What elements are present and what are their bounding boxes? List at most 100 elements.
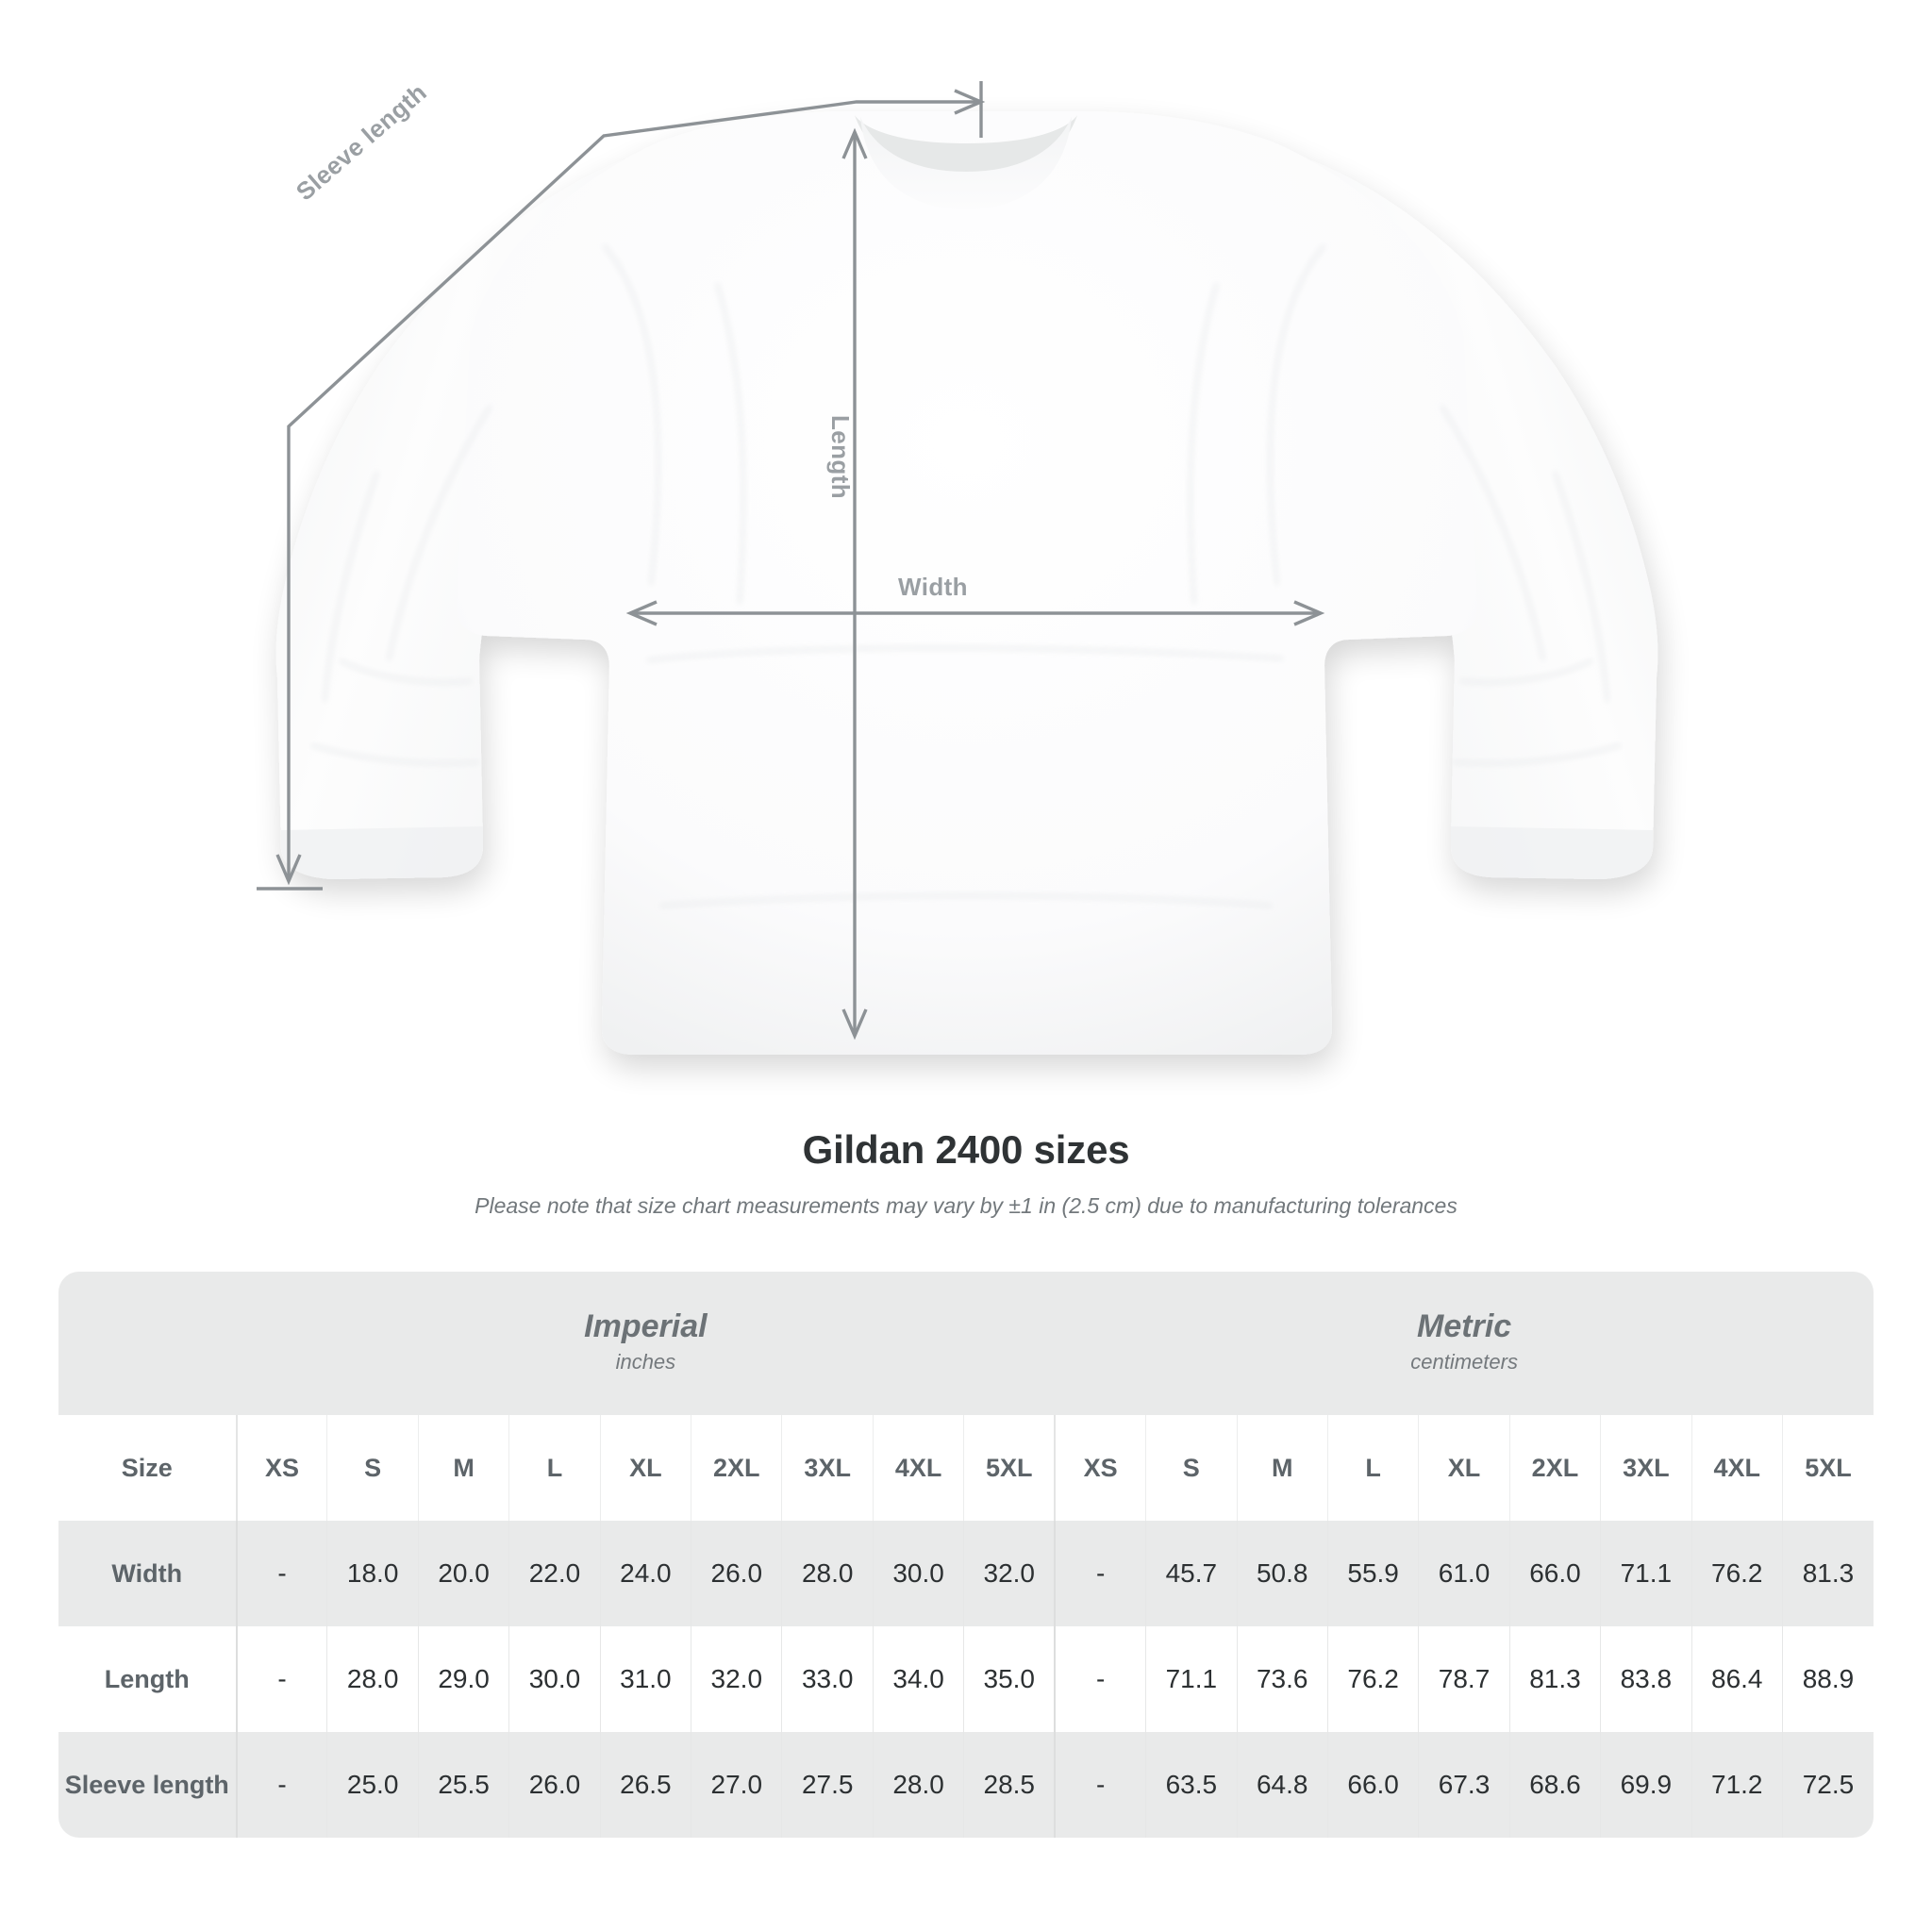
cell-imperial: 26.5 <box>599 1732 691 1838</box>
cell-imperial: 32.0 <box>691 1626 782 1732</box>
cell-metric: 69.9 <box>1600 1732 1692 1838</box>
cell-metric: 55.9 <box>1326 1521 1419 1626</box>
cell-imperial: 32.0 <box>963 1521 1056 1626</box>
shirt-silhouette <box>275 111 1658 1055</box>
size-header-metric-xl: XL <box>1418 1415 1510 1521</box>
unit-banner-spacer <box>58 1272 237 1415</box>
size-header-imperial-s: S <box>326 1415 419 1521</box>
cell-metric: 72.5 <box>1781 1732 1874 1838</box>
row-label-length: Length <box>58 1626 237 1732</box>
size-header-metric-xs: XS <box>1054 1415 1146 1521</box>
garment-illustration <box>257 81 1658 1055</box>
cell-metric: 50.8 <box>1236 1521 1328 1626</box>
cell-imperial: 28.0 <box>781 1521 874 1626</box>
size-header-metric-4xl: 4XL <box>1690 1415 1783 1521</box>
cell-imperial: 25.5 <box>417 1732 509 1838</box>
cell-metric: - <box>1054 1626 1146 1732</box>
cell-imperial: 33.0 <box>781 1626 874 1732</box>
measurement-lines <box>257 81 1325 1041</box>
unit-name: Imperial <box>584 1307 708 1344</box>
size-header-imperial-3xl: 3XL <box>781 1415 874 1521</box>
cell-metric: 76.2 <box>1690 1521 1783 1626</box>
cell-imperial: 34.0 <box>872 1626 964 1732</box>
size-header-imperial-2xl: 2XL <box>691 1415 782 1521</box>
unit-banner-row: Imperial inches Metric centimeters <box>58 1272 1874 1415</box>
cell-imperial: 27.0 <box>691 1732 782 1838</box>
table-row: Sleeve length -25.0 25.5 26.0 26.5 27.0 27.5 28… <box>58 1732 1874 1838</box>
cell-imperial: 29.0 <box>417 1626 509 1732</box>
cell-imperial: 26.0 <box>691 1521 782 1626</box>
row-label-width: Width <box>58 1521 237 1626</box>
cell-metric: 67.3 <box>1418 1732 1510 1838</box>
size-header-metric-2xl: 2XL <box>1508 1415 1601 1521</box>
cell-imperial: 30.0 <box>872 1521 964 1626</box>
cell-imperial: 30.0 <box>508 1626 601 1732</box>
cell-imperial: 31.0 <box>599 1626 691 1732</box>
cell-imperial: 22.0 <box>508 1521 601 1626</box>
unit-subtitle: inches <box>615 1349 676 1374</box>
cell-imperial: 25.0 <box>326 1732 419 1838</box>
cell-imperial: 26.0 <box>508 1732 601 1838</box>
size-header-imperial-5xl: 5XL <box>963 1415 1056 1521</box>
table-row: Length -28.0 29.0 30.0 31.0 32.0 33.0 34.0 35.0-… <box>58 1626 1874 1732</box>
size-header-imperial-4xl: 4XL <box>872 1415 964 1521</box>
cell-metric: 68.6 <box>1508 1732 1601 1838</box>
cell-metric: 71.1 <box>1145 1626 1238 1732</box>
cell-metric: 71.1 <box>1600 1521 1692 1626</box>
cell-imperial: 24.0 <box>599 1521 691 1626</box>
size-header-label: Size <box>58 1415 237 1521</box>
page-subtitle: Please note that size chart measurements… <box>475 1193 1457 1218</box>
size-header-metric-3xl: 3XL <box>1600 1415 1692 1521</box>
cell-imperial: 35.0 <box>963 1626 1056 1732</box>
cell-imperial: 27.5 <box>781 1732 874 1838</box>
cell-metric: 86.4 <box>1690 1626 1783 1732</box>
size-chart-table: Imperial inches Metric centimeters Size XS S M L… <box>58 1272 1874 1838</box>
size-chart-table-wrapper: Imperial inches Metric centimeters Size XS S M L… <box>58 1272 1874 1838</box>
cell-imperial: - <box>235 1626 327 1732</box>
cell-metric: 81.3 <box>1781 1521 1874 1626</box>
size-header-metric-5xl: 5XL <box>1781 1415 1874 1521</box>
cell-metric: 66.0 <box>1508 1521 1601 1626</box>
size-header-imperial-m: M <box>417 1415 509 1521</box>
cell-metric: 83.8 <box>1600 1626 1692 1732</box>
length-annotation: Length <box>826 415 855 500</box>
fabric-wrinkles <box>310 244 1622 908</box>
size-header-metric-m: M <box>1236 1415 1328 1521</box>
cell-metric: 64.8 <box>1236 1732 1328 1838</box>
size-header-row: Size XS S M L XL 2XL 3XL 4XL 5XL XS S M L XL 2XL 3XL 4XL 5… <box>58 1415 1874 1521</box>
cell-metric: 71.2 <box>1690 1732 1783 1838</box>
cell-metric: 63.5 <box>1145 1732 1238 1838</box>
cell-metric: 81.3 <box>1508 1626 1601 1732</box>
cell-imperial: 28.0 <box>872 1732 964 1838</box>
unit-name: Metric <box>1417 1307 1512 1344</box>
table-row: Width -18.0 20.0 22.0 24.0 26.0 28.0 30.0 32.0-4… <box>58 1521 1874 1626</box>
garment-diagram: Sleeve length Length Width <box>257 77 1658 1055</box>
cell-metric: - <box>1054 1732 1146 1838</box>
cell-metric: 88.9 <box>1781 1626 1874 1732</box>
size-header-imperial-xs: XS <box>235 1415 327 1521</box>
cell-metric: - <box>1054 1521 1146 1626</box>
cell-imperial: 28.0 <box>326 1626 419 1732</box>
size-header-imperial-xl: XL <box>599 1415 691 1521</box>
page-title: Gildan 2400 sizes <box>802 1127 1130 1172</box>
size-header-metric-s: S <box>1145 1415 1238 1521</box>
row-label-sleeve-length: Sleeve length <box>58 1732 237 1838</box>
cell-metric: 76.2 <box>1326 1626 1419 1732</box>
cell-imperial: 20.0 <box>417 1521 509 1626</box>
cell-imperial: - <box>235 1521 327 1626</box>
cell-metric: 73.6 <box>1236 1626 1328 1732</box>
cell-metric: 45.7 <box>1145 1521 1238 1626</box>
cell-imperial: - <box>235 1732 327 1838</box>
cell-metric: 66.0 <box>1326 1732 1419 1838</box>
unit-header-imperial: Imperial inches <box>236 1272 1056 1415</box>
size-header-metric-l: L <box>1326 1415 1419 1521</box>
cell-metric: 61.0 <box>1418 1521 1510 1626</box>
cell-imperial: 28.5 <box>963 1732 1056 1838</box>
width-annotation: Width <box>898 573 968 601</box>
size-header-imperial-l: L <box>508 1415 601 1521</box>
unit-header-metric: Metric centimeters <box>1055 1272 1874 1415</box>
unit-subtitle: centimeters <box>1410 1349 1518 1374</box>
cell-imperial: 18.0 <box>326 1521 419 1626</box>
cell-metric: 78.7 <box>1418 1626 1510 1732</box>
title-block: Gildan 2400 sizes Please note that size … <box>0 1127 1932 1219</box>
